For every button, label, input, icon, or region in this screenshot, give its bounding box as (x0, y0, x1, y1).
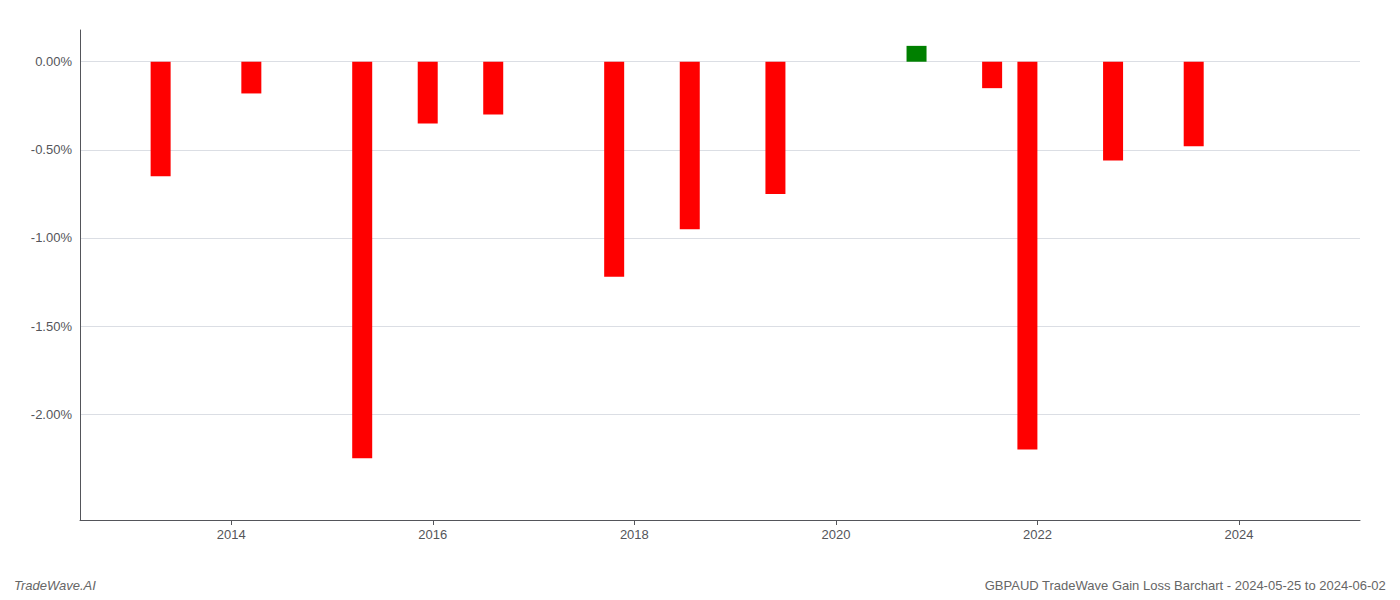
svg-text:2020: 2020 (821, 527, 850, 542)
svg-text:GBPAUD TradeWave Gain Loss Bar: GBPAUD TradeWave Gain Loss Barchart - 20… (985, 578, 1386, 593)
svg-text:TradeWave.AI: TradeWave.AI (14, 578, 96, 593)
svg-text:-2.00%: -2.00% (31, 407, 73, 422)
svg-text:-0.50%: -0.50% (31, 142, 73, 157)
svg-text:2024: 2024 (1225, 527, 1254, 542)
svg-text:2022: 2022 (1023, 527, 1052, 542)
svg-text:0.00%: 0.00% (35, 54, 72, 69)
svg-text:2016: 2016 (418, 527, 447, 542)
svg-text:2014: 2014 (217, 527, 246, 542)
svg-text:-1.00%: -1.00% (31, 230, 73, 245)
svg-text:-1.50%: -1.50% (31, 319, 73, 334)
svg-text:2018: 2018 (620, 527, 649, 542)
